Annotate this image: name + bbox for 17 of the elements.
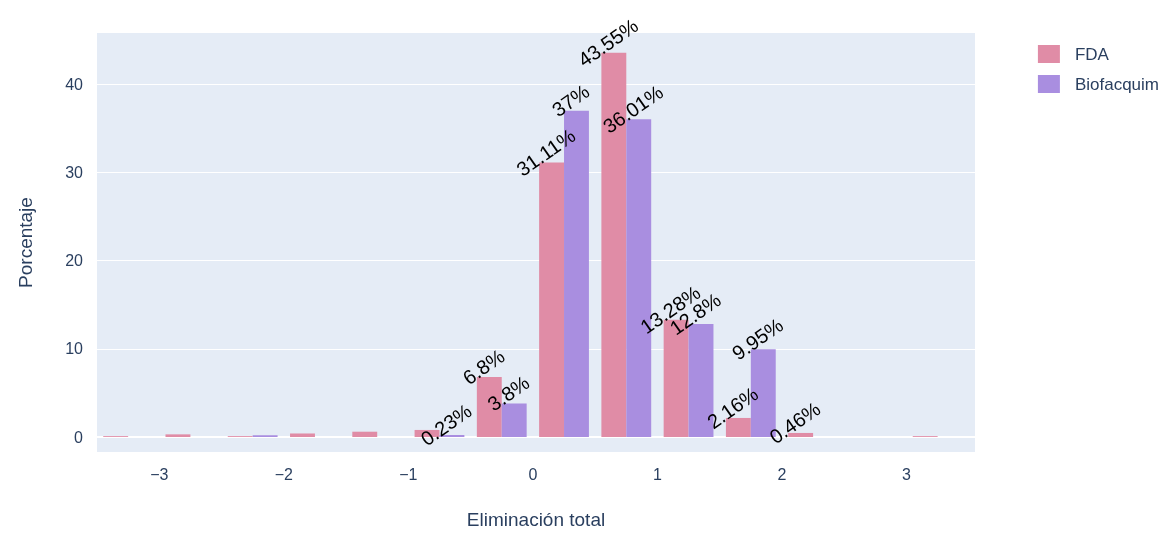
data-label: 37% — [548, 79, 594, 121]
x-tick-label: −2 — [274, 465, 294, 483]
y-tick-label: 10 — [65, 340, 84, 358]
x-tick-label: 2 — [777, 465, 787, 483]
y-tick-label: 20 — [65, 252, 84, 270]
x-tick-label: −1 — [399, 465, 418, 483]
legend-label: Biofacquim — [1074, 74, 1160, 94]
x-tick-label: −3 — [150, 465, 169, 483]
y-axis-title: Porcentaje — [15, 197, 36, 288]
y-tick-label: 30 — [65, 163, 84, 181]
legend-label: FDA — [1074, 44, 1110, 64]
x-tick-label: 0 — [528, 465, 538, 483]
x-tick-label: 3 — [902, 465, 912, 483]
x-axis-title: Eliminación total — [466, 509, 606, 530]
x-tick-label: 1 — [652, 465, 662, 483]
y-tick-label: 0 — [74, 428, 84, 446]
y-tick-label: 40 — [65, 75, 84, 93]
